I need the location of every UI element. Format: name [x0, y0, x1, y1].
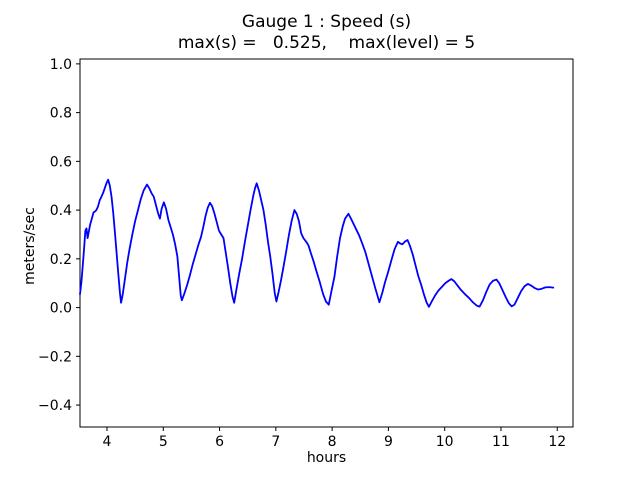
chart-subtitle: max(s) = 0.525, max(level) = 5: [177, 33, 476, 53]
x-tick-label: 9: [384, 434, 393, 450]
axes-frame: [79, 58, 574, 428]
x-tick-label: 8: [328, 434, 337, 450]
x-tick-label: 12: [548, 434, 566, 450]
y-axis-label: meters/sec: [22, 207, 38, 285]
x-tick-label: 11: [492, 434, 510, 450]
x-tick-label: 10: [436, 434, 454, 450]
y-tick-label: −0.4: [38, 398, 72, 414]
title-block: Gauge 1 : Speed (s) max(s) = 0.525, max(…: [80, 12, 573, 54]
y-tick-label: 0.8: [50, 106, 72, 122]
x-tick-label: 4: [103, 434, 112, 450]
x-tick-label: 7: [271, 434, 280, 450]
chart-title: Gauge 1 : Speed (s): [241, 12, 412, 32]
y-tick-label: 0.4: [50, 203, 72, 219]
y-tick-label: −0.2: [38, 349, 72, 365]
y-tick-label: 0.2: [50, 252, 72, 268]
x-tick-label: 5: [159, 434, 168, 450]
speed-line: [79, 178, 555, 308]
x-tick-label: 6: [215, 434, 224, 450]
y-tick-label: 1.0: [50, 57, 72, 73]
y-tick-label: 0.6: [50, 154, 72, 170]
y-tick-label: 0.0: [50, 301, 72, 317]
x-axis-label: hours: [306, 450, 347, 466]
